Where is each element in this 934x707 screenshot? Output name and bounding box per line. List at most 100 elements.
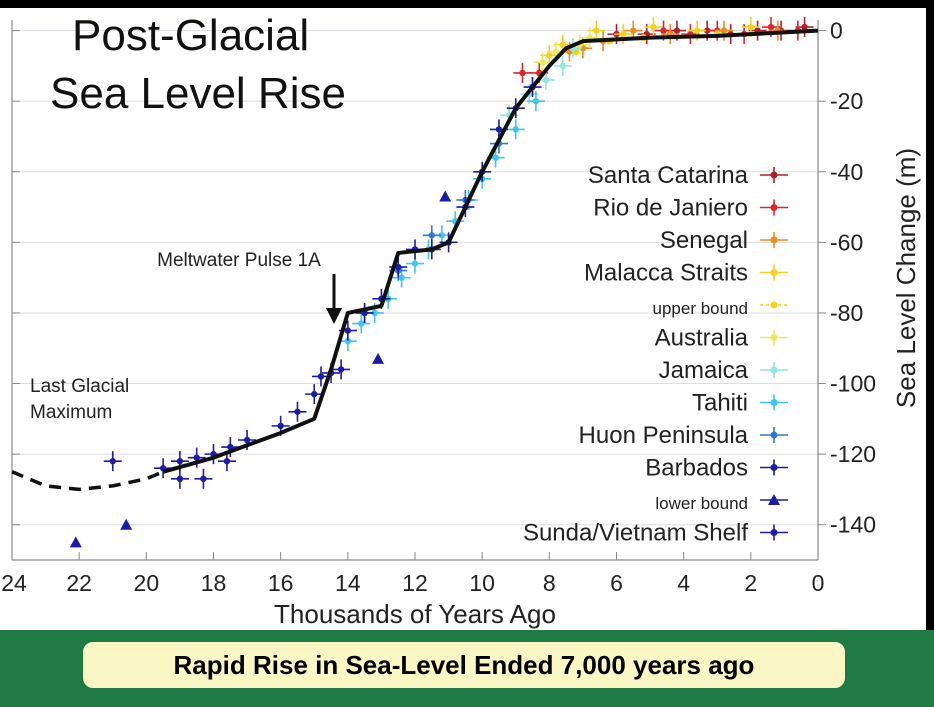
legend-marker xyxy=(770,431,778,439)
y-tick-label: -60 xyxy=(830,229,863,255)
x-tick-label: 2 xyxy=(744,570,757,596)
marker xyxy=(223,457,231,465)
marker xyxy=(747,23,755,31)
y-tick-label: -80 xyxy=(830,300,863,326)
meltwater-annotation: Meltwater Pulse 1A xyxy=(157,250,321,271)
legend-label: Barbados xyxy=(645,455,748,482)
x-tick-label: 22 xyxy=(66,570,92,596)
marker xyxy=(358,320,365,327)
marker xyxy=(344,337,352,345)
legend-marker xyxy=(770,204,778,211)
data-point xyxy=(506,119,525,140)
marker xyxy=(546,52,553,59)
marker xyxy=(620,30,627,38)
marker xyxy=(176,457,184,465)
chart-background xyxy=(0,8,926,630)
marker xyxy=(227,443,234,451)
data-point xyxy=(513,62,532,83)
chart-title-line2: Sea Level Rise xyxy=(50,69,346,118)
x-axis-title: Thousands of Years Ago xyxy=(274,599,556,629)
legend-marker xyxy=(770,301,778,309)
legend-label: Jamaica xyxy=(659,357,749,384)
y-tick-label: -100 xyxy=(830,371,876,397)
marker xyxy=(673,27,681,34)
data-point xyxy=(439,190,452,202)
marker xyxy=(398,274,405,281)
marker xyxy=(593,27,600,34)
legend-label: Sunda/Vietnam Shelf xyxy=(523,520,748,547)
marker xyxy=(492,154,499,161)
legend-label: Huon Peninsula xyxy=(579,422,749,449)
data-point xyxy=(120,518,133,530)
legend-marker xyxy=(770,171,778,179)
chart-title-line1: Post-Glacial xyxy=(72,11,309,60)
x-tick-label: 18 xyxy=(201,570,227,596)
marker xyxy=(552,48,560,55)
data-point xyxy=(221,437,240,458)
x-tick-label: 14 xyxy=(335,570,361,596)
legend-marker xyxy=(770,334,778,341)
marker xyxy=(371,309,378,317)
legend-label: lower bound xyxy=(655,494,748,513)
marker xyxy=(660,27,667,34)
grid-lines xyxy=(12,30,818,526)
x-tick-label: 24 xyxy=(1,570,27,596)
legend-marker xyxy=(770,269,778,276)
y-tick-label: -40 xyxy=(830,159,863,185)
legend-label: Tahiti xyxy=(692,390,748,417)
marker xyxy=(344,327,352,334)
x-tick-label: 6 xyxy=(610,570,623,596)
marker xyxy=(411,260,419,267)
marker xyxy=(801,23,808,31)
legend-marker xyxy=(770,464,778,471)
legend-marker xyxy=(770,236,778,244)
y-axis-title: Sea Level Change (m) xyxy=(891,148,921,408)
legend-label: Senegal xyxy=(660,227,748,254)
marker xyxy=(693,27,701,34)
x-tick-label: 16 xyxy=(268,570,294,596)
marker xyxy=(495,126,503,133)
marker xyxy=(519,69,526,77)
marker xyxy=(193,454,200,461)
data-point xyxy=(217,451,236,472)
data-point xyxy=(305,384,324,405)
marker xyxy=(337,366,345,373)
marker xyxy=(243,436,251,444)
data-point xyxy=(103,451,122,472)
sea-level-trend-line xyxy=(162,28,819,474)
data-point xyxy=(194,468,213,489)
marker xyxy=(311,390,318,398)
x-tick-label: 10 xyxy=(469,570,495,596)
x-tick-label: 8 xyxy=(543,570,556,596)
axes xyxy=(11,20,826,561)
marker xyxy=(109,457,116,465)
marker xyxy=(512,126,519,133)
x-tick-label: 4 xyxy=(677,570,690,596)
data-point xyxy=(392,267,411,288)
data-point xyxy=(553,55,572,76)
marker xyxy=(317,373,325,380)
marker xyxy=(630,27,637,34)
legend-label: Rio de Janiero xyxy=(593,195,748,222)
data-point xyxy=(170,468,189,489)
data-point xyxy=(352,313,371,334)
trend-line xyxy=(162,28,819,474)
x-tick-label: 0 xyxy=(812,570,825,596)
sea-level-chart: 24 22 20 18 16 14 12 10 8 6 4 2 0 0-20-40-60-80-100-… xyxy=(1,11,921,629)
x-tick-labels: 24 22 20 18 16 14 12 10 8 6 4 2 0 xyxy=(1,570,824,596)
marker xyxy=(200,475,207,483)
marker xyxy=(650,23,657,31)
legend-marker xyxy=(770,529,778,536)
y-tick-label: -120 xyxy=(830,441,876,467)
x-tick-label: 20 xyxy=(134,570,160,596)
marker xyxy=(720,27,728,34)
data-point xyxy=(288,401,307,422)
marker xyxy=(277,422,284,430)
data-point xyxy=(69,536,82,548)
y-tick-label: 0 xyxy=(830,18,843,44)
y-tick-label: -20 xyxy=(830,88,863,114)
marker xyxy=(539,59,546,66)
legend-label: Australia xyxy=(655,325,749,352)
caption-box: Rapid Rise in Sea-Level Ended 7,000 year… xyxy=(83,642,845,688)
